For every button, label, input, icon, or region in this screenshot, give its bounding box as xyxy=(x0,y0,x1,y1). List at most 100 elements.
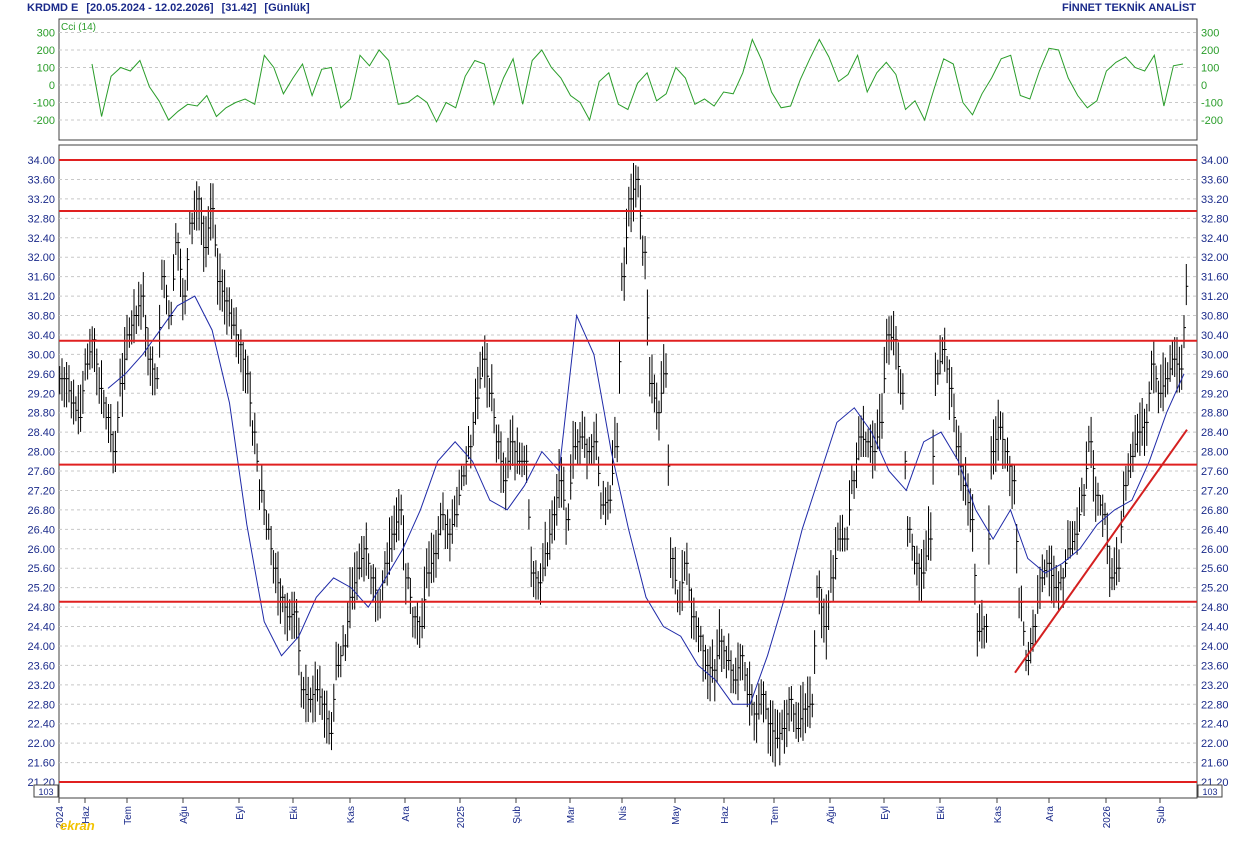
price-tick-label-left: 23.20 xyxy=(27,680,55,692)
cci-tick-label-left: 300 xyxy=(37,28,55,40)
price-tick-label-left: 25.20 xyxy=(27,583,55,595)
cci-frame xyxy=(58,18,1198,141)
x-tick-label: Şub xyxy=(512,806,523,824)
watermark-logo: ekran xyxy=(60,818,95,833)
x-tick-label: Ağu xyxy=(826,806,837,824)
cci-tick-label-right: 0 xyxy=(1201,80,1207,92)
x-tick-label: Şub xyxy=(1156,806,1167,824)
price-tick-label-right: 30.80 xyxy=(1201,311,1229,323)
price-tick-label-right: 32.00 xyxy=(1201,252,1229,264)
price-tick-label-right: 28.00 xyxy=(1201,447,1229,459)
price-tick-label-right: 26.40 xyxy=(1201,524,1229,536)
x-tick-label: Eki xyxy=(936,806,947,820)
scale-label-left-box xyxy=(33,784,59,798)
price-tick-label-right: 29.60 xyxy=(1201,369,1229,381)
cci-tick-label-left: 0 xyxy=(49,80,55,92)
price-tick-label-left: 31.60 xyxy=(27,272,55,284)
price-tick-label-right: 33.60 xyxy=(1201,174,1229,186)
chart-info: KRDMD E [20.05.2024 - 12.02.2026] [31.42] [… xyxy=(27,2,318,14)
x-tick-label: Eyl xyxy=(880,806,891,820)
scale-label-left: 103 xyxy=(38,787,53,797)
price-tick-label-right: 34.00 xyxy=(1201,155,1229,167)
cci-tick-label-right: 300 xyxy=(1201,28,1219,40)
price-tick-label-right: 32.80 xyxy=(1201,213,1229,225)
price-tick-label-right: 31.60 xyxy=(1201,272,1229,284)
price-tick-label-left: 28.00 xyxy=(27,447,55,459)
price-tick-label-left: 30.40 xyxy=(27,330,55,342)
price-tick-label-left: 26.00 xyxy=(27,544,55,556)
price-tick-label-right: 30.40 xyxy=(1201,330,1229,342)
price-tick-label-right: 26.80 xyxy=(1201,505,1229,517)
cci-panel: 300 300 200 200 100 100 0 0 -100 -100 -200 -200 Cci … xyxy=(33,18,1223,141)
x-tick-label: Haz xyxy=(81,806,92,824)
price-bars xyxy=(59,163,1189,767)
price-tick-label-right: 27.60 xyxy=(1201,466,1229,478)
price-tick-label-right: 30.00 xyxy=(1201,349,1229,361)
cci-tick-label-left: -100 xyxy=(33,98,55,110)
price-tick-label-left: 23.60 xyxy=(27,660,55,672)
scale-label-right-box xyxy=(1197,784,1223,798)
price-tick-label-left: 24.00 xyxy=(27,641,55,653)
price-tick-label-left: 27.20 xyxy=(27,485,55,497)
x-tick-label: 2024 xyxy=(55,806,66,829)
price-tick-label-left: 28.80 xyxy=(27,408,55,420)
price-tick-label-right: 25.60 xyxy=(1201,563,1229,575)
chart-header: KRDMD E [20.05.2024 - 12.02.2026] [31.42] [… xyxy=(0,0,1251,18)
price-tick-label-left: 34.00 xyxy=(27,155,55,167)
price-tick-label-right: 33.20 xyxy=(1201,194,1229,206)
x-axis: 2024 Haz Tem Ağu Eyl Eki Kas Ara 2025 Şub Mar Nis Ma… xyxy=(55,798,1167,828)
date-range-label: [20.05.2024 - 12.02.2026] xyxy=(86,2,214,14)
price-tick-label-right: 29.20 xyxy=(1201,388,1229,400)
price-tick-label-left: 33.60 xyxy=(27,174,55,186)
symbol-label: KRDMD E xyxy=(27,2,79,14)
price-tick-label-left: 31.20 xyxy=(27,291,55,303)
x-tick-label: Ağu xyxy=(179,806,190,824)
cci-tick-label-right: 200 xyxy=(1201,45,1219,57)
price-tick-label-left: 27.60 xyxy=(27,466,55,478)
price-tick-label-left: 33.20 xyxy=(27,194,55,206)
x-tick-label: Eki xyxy=(289,806,300,820)
cci-line xyxy=(91,38,1184,123)
price-tick-label-right: 27.20 xyxy=(1201,485,1229,497)
cci-tick-label-left: 100 xyxy=(37,63,55,75)
price-tick-label-left: 32.40 xyxy=(27,233,55,245)
x-tick-label: Kas xyxy=(993,806,1004,823)
price-tick-label-right: 24.80 xyxy=(1201,602,1229,614)
cci-tick-label-right: -100 xyxy=(1201,98,1223,110)
x-tick-label: Ara xyxy=(1045,806,1056,822)
price-tick-label-left: 29.60 xyxy=(27,369,55,381)
price-tick-label-right: 22.00 xyxy=(1201,738,1229,750)
period-label: [Günlük] xyxy=(264,2,310,14)
x-tick-label: 2026 xyxy=(1102,806,1113,829)
price-tick-label-right: 25.20 xyxy=(1201,583,1229,595)
cci-tick-label-right: -200 xyxy=(1201,115,1223,127)
price-tick-label-right: 21.60 xyxy=(1201,758,1229,770)
price-tick-label-left: 29.20 xyxy=(27,388,55,400)
price-tick-label-right: 31.20 xyxy=(1201,291,1229,303)
scale-label-right: 103 xyxy=(1202,787,1217,797)
moving-average-line xyxy=(107,295,1185,705)
price-tick-label-left: 26.40 xyxy=(27,524,55,536)
price-tick-label-right: 28.80 xyxy=(1201,408,1229,420)
brand-label: FİNNET TEKNİK ANALİST xyxy=(1061,2,1196,14)
x-tick-label: 2025 xyxy=(456,806,467,829)
price-tick-label-right: 32.40 xyxy=(1201,233,1229,245)
price-tick-label-left: 32.00 xyxy=(27,252,55,264)
x-tick-label: Ara xyxy=(401,806,412,822)
price-tick-label-right: 22.40 xyxy=(1201,719,1229,731)
cci-tick-label-right: 100 xyxy=(1201,63,1219,75)
price-tick-label-left: 22.80 xyxy=(27,699,55,711)
price-tick-label-left: 21.60 xyxy=(27,758,55,770)
cci-tick-label-left: -200 xyxy=(33,115,55,127)
x-tick-label: Tem xyxy=(770,806,781,825)
x-tick-label: Tem xyxy=(123,806,134,825)
price-tick-label-left: 25.60 xyxy=(27,563,55,575)
price-tick-label-left: 32.80 xyxy=(27,213,55,225)
price-tick-label-left: 30.00 xyxy=(27,349,55,361)
price-tick-label-left: 22.00 xyxy=(27,738,55,750)
x-tick-label: Mar xyxy=(566,805,577,823)
price-tick-label-right: 22.80 xyxy=(1201,699,1229,711)
price-panel: 34.00 34.00 33.60 33.60 33.20 33.20 32.80 32.80… xyxy=(27,144,1229,799)
x-tick-label: Haz xyxy=(720,806,731,824)
